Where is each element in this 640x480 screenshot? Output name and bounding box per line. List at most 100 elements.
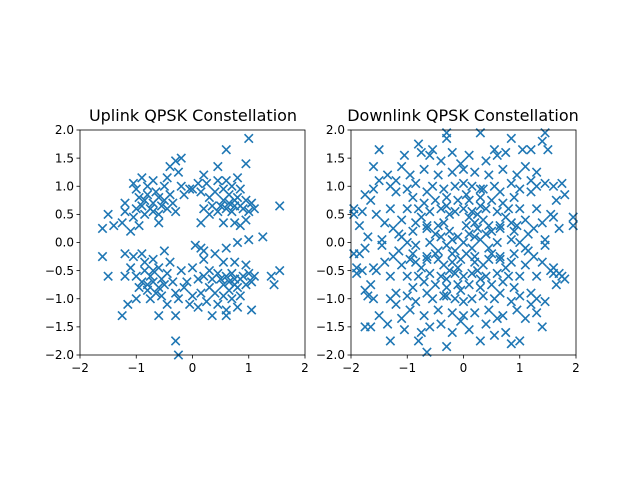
downlink-point xyxy=(388,223,398,234)
uplink-point xyxy=(128,212,139,222)
downlink-point xyxy=(461,220,472,231)
uplink-point xyxy=(243,234,254,245)
uplink-point xyxy=(210,248,220,259)
uplink-point xyxy=(246,277,257,287)
uplink-point xyxy=(210,288,220,298)
uplink-point xyxy=(156,201,167,211)
downlink-point xyxy=(464,150,474,161)
uplink-point xyxy=(170,206,181,217)
uplink-point xyxy=(159,181,170,192)
uplink-point xyxy=(162,173,172,183)
uplink-point xyxy=(229,257,240,267)
downlink-point xyxy=(520,215,531,225)
downlink-point xyxy=(512,220,522,231)
uplink-ytick-label: 2.0 xyxy=(55,123,74,137)
downlink-xtick-label: 0 xyxy=(460,361,468,375)
downlink-point xyxy=(447,167,458,177)
downlink-point xyxy=(537,136,548,147)
downlink-point xyxy=(365,322,376,332)
downlink-point xyxy=(368,161,379,172)
downlink-point xyxy=(439,218,449,228)
downlink-point xyxy=(461,189,472,200)
downlink-point xyxy=(537,257,548,267)
downlink-point xyxy=(430,248,441,259)
uplink-point xyxy=(148,175,158,186)
uplink-point xyxy=(153,209,164,220)
uplink-point xyxy=(153,282,164,293)
downlink-point xyxy=(481,271,491,282)
downlink-point xyxy=(441,341,452,352)
downlink-point xyxy=(363,232,373,242)
uplink-point xyxy=(221,144,232,155)
downlink-point xyxy=(506,234,517,245)
downlink-point xyxy=(354,220,365,231)
downlink-point xyxy=(472,223,483,234)
uplink-ytick-label: −1.5 xyxy=(45,320,74,334)
downlink-point xyxy=(450,181,460,192)
downlink-point xyxy=(396,161,407,172)
downlink-point xyxy=(531,271,542,282)
downlink-point xyxy=(444,226,455,237)
downlink-point xyxy=(489,330,500,341)
uplink-point xyxy=(148,265,158,276)
downlink-point xyxy=(422,220,432,231)
downlink-point xyxy=(481,203,491,214)
downlink-point xyxy=(430,195,441,206)
uplink-ticks: −2 −1 0 1 2 −2.0 −1.5 −1.0 −0.5 0.0 0.5 1.0 1.5 2.0 xyxy=(45,123,309,375)
downlink-point xyxy=(469,167,480,177)
downlink-point xyxy=(371,209,382,220)
uplink-point xyxy=(193,178,203,189)
downlink-point xyxy=(492,313,503,324)
downlink-point xyxy=(548,181,559,192)
downlink-point xyxy=(439,260,449,270)
downlink-ytick-label: 2.0 xyxy=(326,123,345,137)
uplink-ytick-label: 1.5 xyxy=(55,151,74,165)
downlink-point xyxy=(396,232,407,242)
downlink-point xyxy=(506,338,517,349)
downlink-point xyxy=(486,226,497,237)
uplink-point xyxy=(198,254,209,265)
downlink-point xyxy=(529,223,539,234)
uplink-point xyxy=(139,195,150,206)
downlink-point xyxy=(551,279,562,290)
uplink-point xyxy=(159,279,170,290)
downlink-point xyxy=(469,308,480,318)
downlink-point xyxy=(422,254,432,265)
downlink-point xyxy=(430,279,441,290)
downlink-point xyxy=(492,206,503,217)
uplink-point xyxy=(176,265,187,276)
downlink-point xyxy=(382,319,393,329)
downlink-point xyxy=(374,310,384,321)
downlink-point xyxy=(484,243,494,253)
downlink-point xyxy=(436,319,446,329)
downlink-point xyxy=(368,184,379,194)
uplink-point xyxy=(137,201,147,211)
downlink-point xyxy=(500,147,511,158)
downlink-point xyxy=(455,316,466,327)
downlink-ytick-label: −0.5 xyxy=(316,264,345,278)
uplink-point xyxy=(258,232,268,242)
downlink-point xyxy=(399,150,410,161)
downlink-point xyxy=(385,336,396,346)
downlink-point xyxy=(469,251,480,262)
uplink-point xyxy=(131,184,142,194)
uplink-point xyxy=(139,257,150,267)
uplink-point xyxy=(148,206,158,217)
downlink-point xyxy=(455,285,466,296)
downlink-ticks: −2 −1 0 1 2 −2.0 −1.5 −1.0 −0.5 0.0 0.5 1.0 1.5 2.0 xyxy=(316,123,580,375)
downlink-point xyxy=(351,268,362,279)
downlink-point xyxy=(464,324,474,335)
uplink-point xyxy=(227,206,237,217)
downlink-point xyxy=(453,232,463,242)
downlink-point xyxy=(458,296,469,307)
uplink-point xyxy=(193,302,203,312)
downlink-point xyxy=(396,260,407,270)
downlink-ytick-label: 0.5 xyxy=(326,208,345,222)
downlink-point xyxy=(548,212,559,222)
uplink-xtick-label: −1 xyxy=(127,361,145,375)
uplink-point xyxy=(243,206,254,217)
uplink-point xyxy=(168,198,178,208)
downlink-point xyxy=(444,209,455,220)
downlink-point xyxy=(363,291,373,301)
